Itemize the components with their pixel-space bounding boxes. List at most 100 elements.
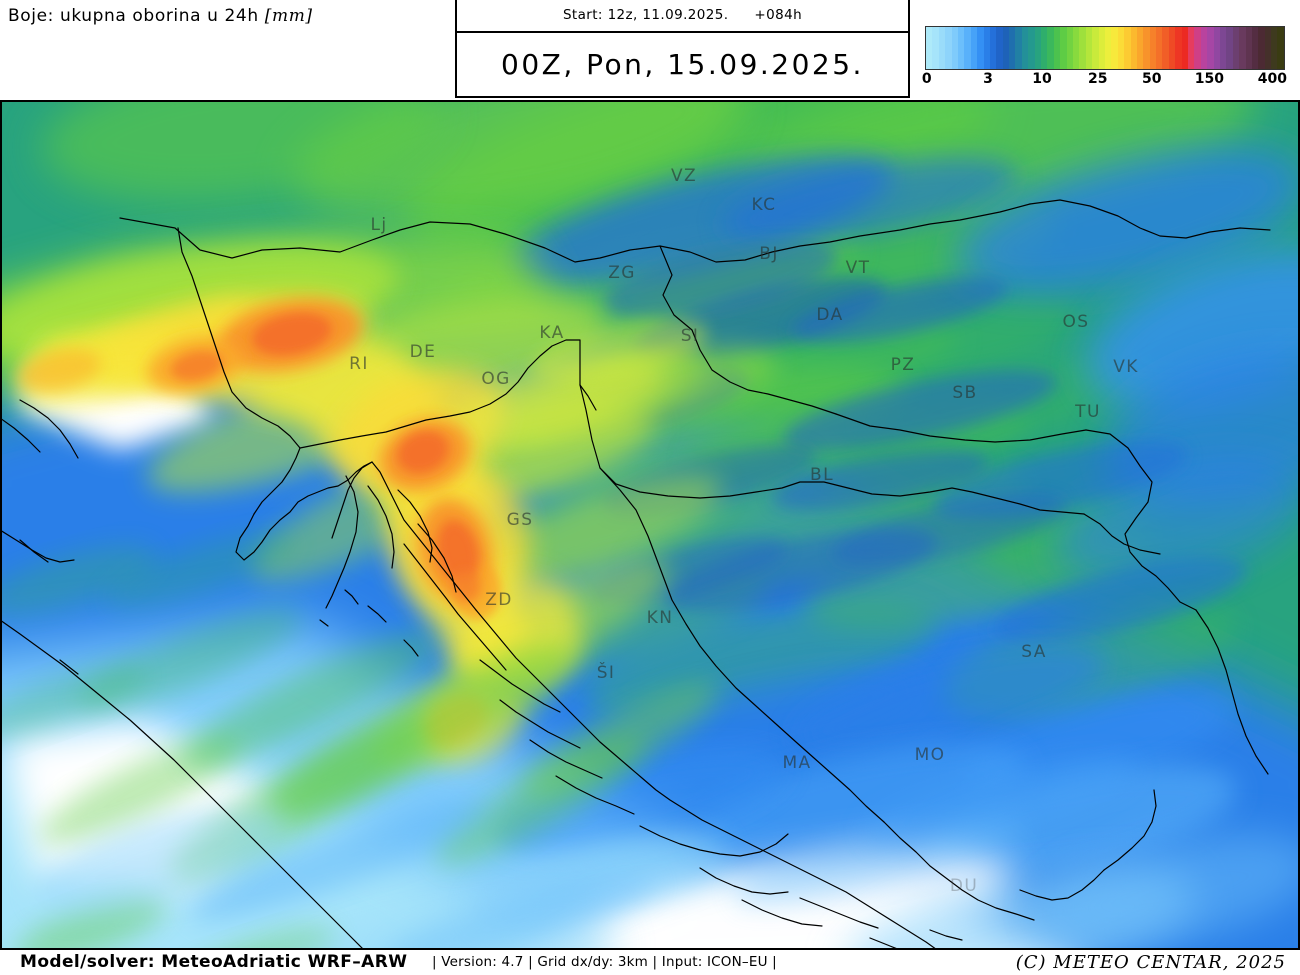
colorbar-swatch <box>1175 27 1182 69</box>
precip-blob <box>437 520 479 584</box>
colorbar-swatch <box>1015 27 1022 69</box>
colorbar-swatch <box>977 27 984 69</box>
colorbar-gradient <box>925 26 1285 70</box>
precip-blob <box>494 746 786 854</box>
precip-blob <box>522 683 718 797</box>
precip-blob <box>293 102 747 220</box>
precip-blob <box>531 318 709 382</box>
colorbar-swatch <box>932 27 939 69</box>
precipitation-map[interactable]: Lj VZ KC BJ ZG VT OS DA KA SI DE RI PZ VK OG SB TU BL GS ZD… <box>0 100 1300 950</box>
geo-boundary <box>1103 789 1157 871</box>
geo-boundary <box>1085 429 1197 611</box>
geo-boundary <box>529 739 603 779</box>
precip-blob <box>794 645 1106 755</box>
colorbar-swatch <box>1226 27 1233 69</box>
precip-blob <box>104 532 296 608</box>
geo-boundary <box>639 825 789 857</box>
coastline-and-borders-overlay <box>2 199 1271 948</box>
colorbar-swatch <box>1200 27 1208 69</box>
colorbar-swatch <box>1085 27 1093 69</box>
colorbar-swatch <box>1002 27 1010 69</box>
colorbar-tick: 3 <box>983 71 993 87</box>
geo-boundary <box>659 245 837 415</box>
colorbar-swatch <box>1136 27 1144 69</box>
geo-boundary <box>699 867 789 895</box>
precip-blob <box>863 756 1137 844</box>
colorbar-swatch <box>1207 27 1214 69</box>
colorbar-swatch <box>957 27 965 69</box>
precip-blob <box>40 102 440 203</box>
geo-boundary <box>1083 513 1161 555</box>
header-bar: Boje: ukupna oborina u 24h [mm] Start: 1… <box>0 0 1300 100</box>
colorbar-swatch <box>1130 27 1137 69</box>
geo-boundary <box>299 339 581 449</box>
geo-boundary <box>119 203 1031 263</box>
geo-boundary <box>177 227 301 449</box>
geo-boundary <box>499 699 581 749</box>
precip-blob <box>722 156 1018 244</box>
precip-blob <box>792 277 1008 343</box>
colorbar-swatch <box>1143 27 1150 69</box>
geo-boundary <box>19 399 79 459</box>
colorbar-swatch <box>1117 27 1125 69</box>
colorbar-swatch <box>1232 27 1240 69</box>
precip-blob <box>451 570 481 602</box>
geo-boundary <box>869 937 897 948</box>
colorbar-swatch <box>1251 27 1259 69</box>
geo-boundary <box>371 461 477 611</box>
geo-boundary <box>741 899 823 927</box>
colorbar-swatch <box>951 27 958 69</box>
geo-boundary <box>2 530 75 563</box>
forecast-hour-label: +084h <box>754 6 803 23</box>
colorbar-swatch <box>1092 27 1099 69</box>
colorbar-swatch <box>1213 27 1220 69</box>
colorbar-swatch <box>989 27 997 69</box>
colorbar-swatch <box>1271 27 1278 69</box>
precip-blob <box>453 360 667 440</box>
colorbar-swatch <box>1053 27 1061 69</box>
colorbar-swatch <box>970 27 978 69</box>
valid-time-label: 00Z, Pon, 15.09.2025. <box>501 48 864 81</box>
precip-blob <box>2 546 157 614</box>
colorbar-swatch <box>1277 27 1284 69</box>
colorbar-swatch <box>1188 27 1195 69</box>
colorbar-legend: 0 3 10 25 50 150 400 <box>922 26 1288 87</box>
colorbar-tick: 400 <box>1257 71 1288 87</box>
colorbar-swatch <box>938 27 946 69</box>
colorbar-swatch <box>1060 27 1067 69</box>
geo-boundary <box>599 467 885 823</box>
precip-blob <box>771 449 989 511</box>
model-metadata: | Version: 4.7 | Grid dx/dy: 3km | Input… <box>432 954 777 970</box>
footer-bar: Model/solver: MeteoAdriatic WRF–ARW | Ve… <box>0 950 1300 975</box>
copyright-label: (C) METEO CENTAR, 2025 <box>1015 952 1286 973</box>
precip-blob <box>923 764 1237 876</box>
geo-boundary <box>403 543 507 671</box>
valid-time-row: 00Z, Pon, 15.09.2025. <box>457 33 908 96</box>
precip-blob <box>602 241 838 319</box>
geo-boundary <box>2 418 41 453</box>
colorbar-swatch <box>1072 27 1080 69</box>
colorbar-swatch <box>1009 27 1016 69</box>
colorbar-tick: 150 <box>1194 71 1225 87</box>
precip-blob <box>583 604 937 716</box>
precip-blob <box>252 313 332 355</box>
variable-title: Boje: ukupna oborina u 24h [mm] <box>8 6 313 26</box>
colorbar-swatch <box>1168 27 1176 69</box>
precip-blob <box>1042 833 1298 947</box>
colorbar-swatch <box>1124 27 1131 69</box>
colorbar-swatch <box>1194 27 1201 69</box>
colorbar-swatch <box>1047 27 1054 69</box>
geo-boundary <box>253 447 301 515</box>
geo-boundary <box>799 897 879 929</box>
colorbar-swatch <box>1264 27 1272 69</box>
colorbar-swatch <box>1041 27 1048 69</box>
precip-blob <box>993 557 1247 643</box>
geo-boundary <box>555 775 635 815</box>
precip-blob <box>1085 248 1298 412</box>
geo-boundary <box>883 821 1035 921</box>
precip-blob <box>183 927 337 948</box>
colorbar-tick: 25 <box>1088 71 1108 87</box>
colorbar-swatch <box>996 27 1003 69</box>
colorbar-swatch <box>1079 27 1086 69</box>
precip-blob <box>18 348 102 392</box>
